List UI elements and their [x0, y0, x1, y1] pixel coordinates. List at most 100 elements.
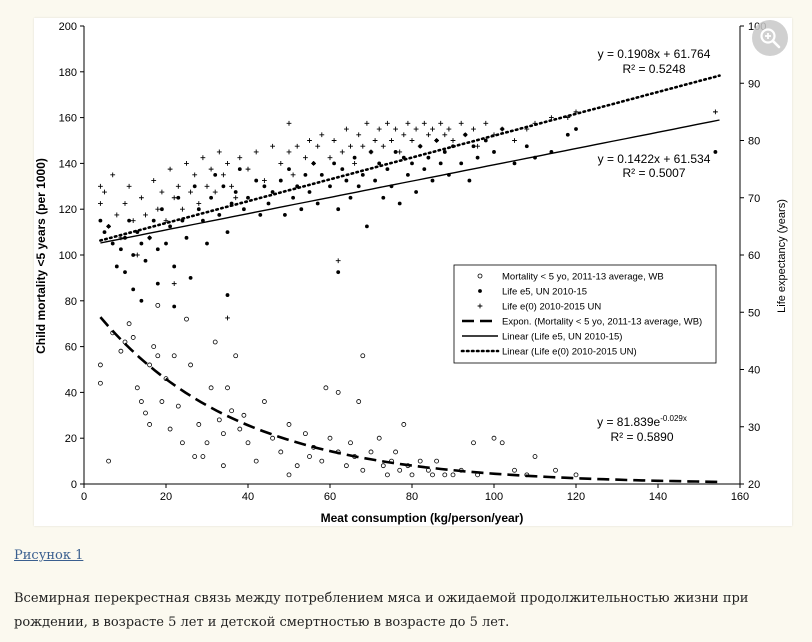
data-point: [130, 218, 136, 224]
data-point: [430, 126, 435, 132]
figure-link[interactable]: Рисунок 1: [14, 548, 84, 563]
x-axis-label: Meat consumption (kg/person/year): [321, 511, 524, 525]
data-point: [512, 467, 517, 473]
data-point: [287, 167, 291, 172]
data-point: [365, 224, 369, 229]
data-point: [225, 315, 230, 321]
data-point: [438, 161, 443, 166]
data-point: [159, 399, 165, 404]
data-point: [163, 218, 169, 224]
data-point: [434, 138, 439, 143]
data-point: [139, 195, 144, 201]
data-point: [139, 298, 144, 303]
y2-tick-label: 90: [748, 78, 760, 90]
data-point: [434, 458, 440, 464]
data-point: [471, 440, 476, 446]
data-point: [393, 150, 398, 154]
data-point: [385, 167, 390, 172]
data-point: [302, 431, 308, 437]
data-point: [532, 454, 538, 459]
data-point: [205, 241, 209, 246]
data-point: [348, 143, 353, 149]
data-point: [573, 472, 579, 478]
data-point: [192, 172, 198, 178]
y-axis-label: Child mortality <5 years (per 1000): [34, 158, 48, 354]
data-point: [167, 166, 173, 172]
data-point: [303, 172, 308, 177]
data-point: [393, 126, 398, 132]
data-point: [307, 138, 312, 143]
data-point: [155, 302, 161, 308]
y-tick-label: 160: [59, 113, 77, 125]
data-point: [179, 440, 185, 446]
data-point: [401, 132, 407, 138]
data-point: [143, 212, 148, 218]
data-point: [446, 126, 452, 132]
data-point: [102, 189, 107, 195]
data-point: [368, 149, 374, 155]
data-point: [406, 172, 410, 177]
data-point: [368, 449, 374, 455]
data-point: [475, 155, 480, 160]
scatter-chart: 0 20 40 60 80 100 120 140 160 180 200 0 20 40 60 80 100 1…: [34, 21, 788, 525]
data-point: [286, 149, 292, 155]
data-point: [114, 264, 119, 269]
data-point: [450, 138, 456, 143]
y2-tick-label: 80: [748, 136, 760, 148]
data-point: [130, 335, 136, 340]
y2-tick-label: 50: [748, 307, 760, 319]
data-point: [171, 195, 177, 201]
data-point: [499, 126, 505, 132]
data-point: [122, 201, 128, 206]
data-point: [315, 143, 321, 149]
data-point: [98, 218, 103, 223]
data-point: [147, 362, 152, 368]
y2-tick-label: 30: [748, 422, 760, 434]
x-tick-label: 80: [406, 491, 418, 503]
data-point: [225, 161, 230, 166]
data-point: [245, 166, 251, 172]
y-tick-label: 40: [65, 387, 77, 399]
data-point: [127, 218, 131, 223]
data-point: [328, 184, 332, 189]
data-point: [422, 167, 427, 172]
data-point: [348, 195, 353, 200]
data-point: [106, 223, 111, 229]
zoom-in-button[interactable]: [752, 20, 788, 56]
data-point: [421, 120, 427, 126]
data-point: [200, 454, 206, 459]
data-point: [188, 362, 194, 368]
y-tick-label: 120: [59, 204, 77, 216]
data-point: [253, 458, 259, 464]
data-point: [204, 183, 210, 189]
data-point: [266, 201, 271, 206]
legend-entry: Life e5, UN 2010-15: [502, 287, 587, 298]
data-point: [372, 138, 378, 143]
data-point: [344, 178, 349, 183]
data-point: [713, 109, 718, 115]
data-point: [327, 435, 333, 441]
data-point: [270, 143, 275, 149]
data-point: [352, 161, 357, 166]
tick-labels: 0 20 40 60 80 100 120 140 160 180 200 0 20 40 60 80 100 1…: [59, 21, 767, 503]
data-point: [220, 431, 226, 437]
legend-entry: Expon. (Mortality < 5 yo, 2011-13 averag…: [502, 317, 702, 328]
trendline-r2: R² = 0.5248: [622, 62, 685, 76]
data-point: [311, 161, 316, 166]
data-point: [524, 144, 529, 149]
data-point: [360, 172, 365, 177]
data-point: [303, 155, 308, 161]
data-point: [397, 149, 403, 155]
data-point: [483, 120, 489, 126]
data-point: [168, 224, 173, 229]
data-point: [327, 155, 333, 161]
data-point: [225, 230, 230, 235]
y-tick-label: 80: [65, 296, 77, 308]
data-point: [278, 178, 283, 183]
trendline-r2: R² = 0.5007: [622, 166, 685, 180]
data-point: [307, 454, 312, 459]
y-tick-label: 200: [59, 21, 77, 33]
data-point: [245, 440, 251, 446]
y2-tick-label: 70: [748, 193, 760, 205]
